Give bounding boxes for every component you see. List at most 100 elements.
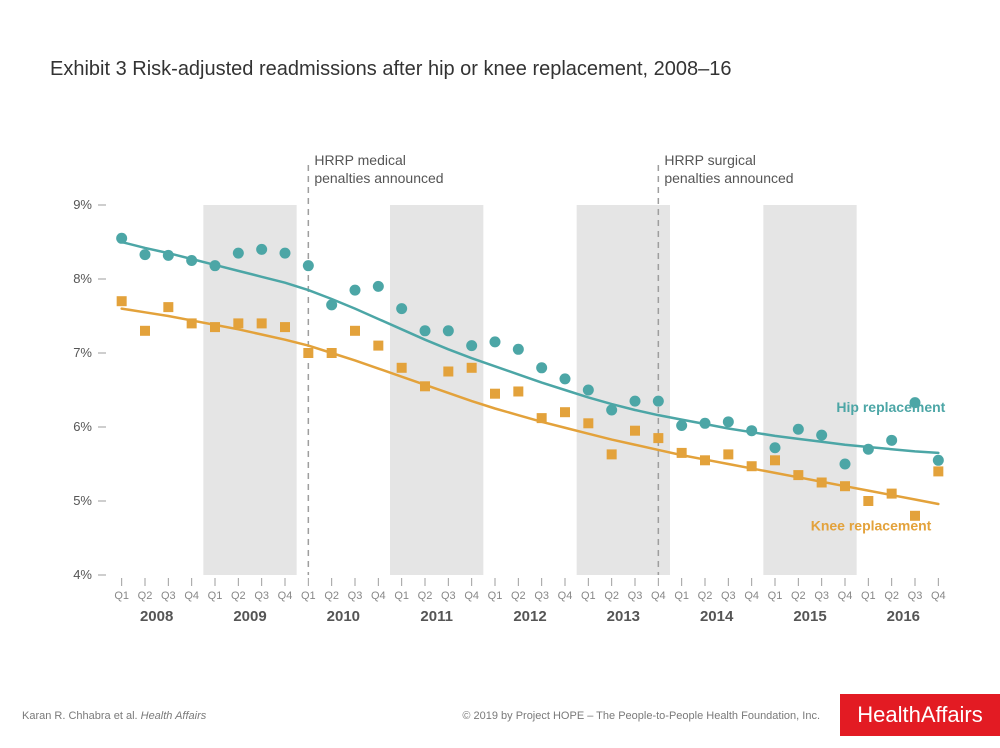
hip-marker xyxy=(560,373,571,384)
knee-marker xyxy=(163,302,173,312)
knee-marker xyxy=(677,448,687,458)
hip-marker xyxy=(280,248,291,259)
hip-marker xyxy=(583,385,594,396)
y-tick-label: 9% xyxy=(73,197,92,212)
y-tick-label: 6% xyxy=(73,419,92,434)
x-quarter-label: Q3 xyxy=(254,590,269,602)
x-quarter-label: Q4 xyxy=(744,590,759,602)
hip-marker xyxy=(700,418,711,429)
hip-marker xyxy=(490,336,501,347)
x-quarter-label: Q3 xyxy=(534,590,549,602)
knee-marker xyxy=(840,481,850,491)
hip-marker xyxy=(140,249,151,260)
x-quarter-label: Q4 xyxy=(464,590,479,602)
knee-marker xyxy=(887,489,897,499)
x-quarter-label: Q3 xyxy=(721,590,736,602)
knee-marker xyxy=(817,478,827,488)
reference-label: penalties announced xyxy=(314,170,443,186)
knee-marker xyxy=(537,413,547,423)
x-quarter-label: Q1 xyxy=(301,590,316,602)
hip-marker xyxy=(933,455,944,466)
x-quarter-label: Q2 xyxy=(418,590,433,602)
x-quarter-label: Q4 xyxy=(278,590,293,602)
footer-citation: Karan R. Chhabra et al. Health Affairs xyxy=(22,710,206,722)
x-quarter-label: Q4 xyxy=(184,590,199,602)
chart-svg: 4%5%6%7%8%9%Q1Q2Q3Q42008Q1Q2Q3Q42009Q1Q2… xyxy=(0,0,1000,748)
knee-marker xyxy=(327,348,337,358)
health-affairs-logo: HealthAffairs xyxy=(840,694,1000,736)
knee-marker xyxy=(700,455,710,465)
hip-marker xyxy=(233,248,244,259)
x-year-label: 2010 xyxy=(327,608,360,625)
x-quarter-label: Q3 xyxy=(161,590,176,602)
hip-marker xyxy=(210,260,221,271)
x-quarter-label: Q1 xyxy=(114,590,129,602)
knee-marker xyxy=(607,449,617,459)
knee-marker xyxy=(443,367,453,377)
x-quarter-label: Q2 xyxy=(511,590,526,602)
x-quarter-label: Q2 xyxy=(324,590,339,602)
x-quarter-label: Q3 xyxy=(814,590,829,602)
knee-marker xyxy=(257,318,267,328)
x-year-label: 2009 xyxy=(233,608,266,625)
x-quarter-label: Q4 xyxy=(931,590,946,602)
x-year-label: 2014 xyxy=(700,608,734,625)
knee-marker xyxy=(280,322,290,332)
y-tick-label: 8% xyxy=(73,271,92,286)
hip-marker xyxy=(326,299,337,310)
x-quarter-label: Q1 xyxy=(861,590,876,602)
hip-marker xyxy=(770,442,781,453)
x-quarter-label: Q1 xyxy=(768,590,783,602)
x-year-label: 2016 xyxy=(887,608,920,625)
x-year-label: 2015 xyxy=(793,608,826,625)
knee-marker xyxy=(933,466,943,476)
x-quarter-label: Q2 xyxy=(884,590,899,602)
knee-marker xyxy=(770,455,780,465)
knee-marker xyxy=(210,322,220,332)
hip-marker xyxy=(630,396,641,407)
hip-series-label: Hip replacement xyxy=(836,399,945,415)
knee-marker xyxy=(467,363,477,373)
knee-marker xyxy=(233,318,243,328)
x-quarter-label: Q4 xyxy=(651,590,666,602)
hip-marker xyxy=(186,255,197,266)
x-quarter-label: Q3 xyxy=(441,590,456,602)
x-quarter-label: Q2 xyxy=(604,590,619,602)
hip-marker xyxy=(746,425,757,436)
hip-marker xyxy=(513,344,524,355)
knee-marker xyxy=(140,326,150,336)
x-quarter-label: Q4 xyxy=(371,590,386,602)
hip-marker xyxy=(793,424,804,435)
knee-marker xyxy=(583,418,593,428)
x-quarter-label: Q4 xyxy=(838,590,853,602)
hip-marker xyxy=(420,325,431,336)
x-quarter-label: Q3 xyxy=(628,590,643,602)
year-band xyxy=(203,205,296,575)
x-quarter-label: Q2 xyxy=(791,590,806,602)
reference-label: HRRP surgical xyxy=(664,152,756,168)
footer-copyright: © 2019 by Project HOPE – The People-to-P… xyxy=(462,710,820,722)
x-year-label: 2013 xyxy=(607,608,640,625)
hip-marker xyxy=(116,233,127,244)
knee-series-label: Knee replacement xyxy=(811,518,932,534)
hip-marker xyxy=(256,244,267,255)
knee-marker xyxy=(863,496,873,506)
hip-marker xyxy=(163,250,174,261)
knee-marker xyxy=(373,341,383,351)
hip-marker xyxy=(723,416,734,427)
x-quarter-label: Q3 xyxy=(908,590,923,602)
knee-marker xyxy=(513,386,523,396)
x-quarter-label: Q1 xyxy=(488,590,503,602)
hip-marker xyxy=(396,303,407,314)
x-quarter-label: Q2 xyxy=(231,590,246,602)
hip-marker xyxy=(653,396,664,407)
reference-label: HRRP medical xyxy=(314,152,406,168)
y-tick-label: 5% xyxy=(73,493,92,508)
knee-marker xyxy=(653,433,663,443)
hip-marker xyxy=(816,430,827,441)
x-quarter-label: Q1 xyxy=(581,590,596,602)
knee-marker xyxy=(420,381,430,391)
knee-marker xyxy=(303,348,313,358)
x-quarter-label: Q1 xyxy=(394,590,409,602)
hip-marker xyxy=(606,404,617,415)
